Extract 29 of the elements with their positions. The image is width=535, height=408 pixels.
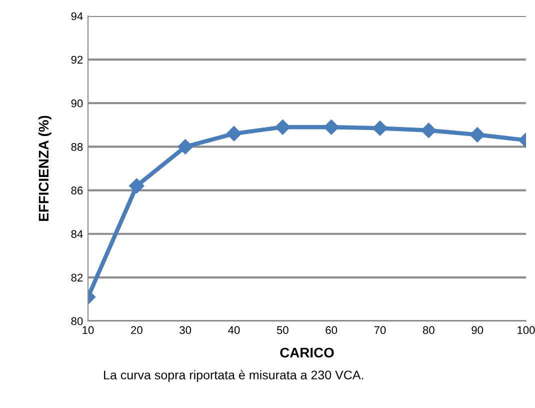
y-tick-label: 90 [71,99,83,108]
x-axis-title: CARICO [280,348,334,358]
x-tick-label: 100 [518,326,535,334]
point [470,127,485,142]
x-tick-label: 80 [422,326,434,334]
point [324,120,339,135]
y-axis-title: EFFICIENZA (%) [38,116,52,221]
point [178,139,193,154]
point [421,122,436,138]
point [275,120,290,135]
x-tick-label: 30 [180,326,192,334]
x-tick-label: 20 [131,326,142,334]
y-tick-label: 84 [71,230,83,238]
text: La curva sopra riportata è misurata a 230 VCA. [104,370,364,382]
x-tick-label: 50 [276,326,288,334]
x-tick-label: 10 [82,326,94,334]
y-tick-label: 86 [71,186,83,194]
y-tick-label: 92 [71,56,83,64]
y-tick-label: 88 [71,142,83,151]
point [372,120,388,136]
y-tick-label: 80 [71,317,83,326]
x-tick-label: 70 [374,326,386,334]
y-tick-label: 82 [71,274,83,282]
x-tick-label: 40 [228,326,240,334]
y-tick-label: 94 [71,12,83,20]
x-tick-label: 90 [472,326,484,334]
x-tick-label: 60 [326,326,338,334]
point [226,126,242,142]
point [129,178,144,194]
